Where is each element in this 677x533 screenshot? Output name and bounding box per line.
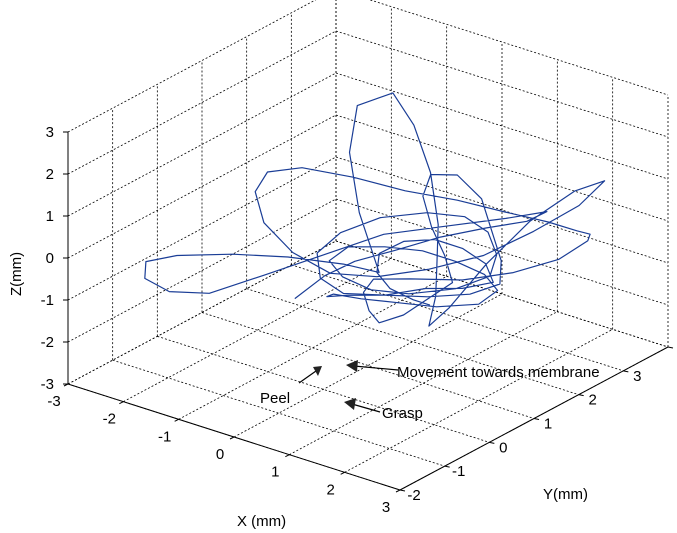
annotation-arrow-peel — [298, 370, 317, 384]
z-tick-labels: -3 -2 -1 0 1 2 3 — [41, 124, 54, 393]
annotation-movement: Movement towards membrane — [397, 364, 600, 381]
grid-line — [67, 72, 337, 217]
y-tick-label: 2 — [588, 392, 596, 409]
y-tick-label: -1 — [452, 463, 465, 480]
x-tick-mark — [229, 436, 235, 440]
axes-frame — [63, 131, 674, 493]
y-tick-label: 3 — [633, 368, 641, 385]
x-tick-mark — [174, 418, 179, 422]
y-tick-label: 1 — [544, 416, 552, 433]
annotation-arrow-movement — [353, 365, 399, 371]
z-tick-label: -1 — [41, 292, 54, 309]
y-tick-label: -2 — [407, 487, 420, 504]
x-axis-label: X (mm) — [237, 513, 286, 530]
annotation-arrowhead-grasp — [344, 398, 356, 410]
grid-line — [344, 328, 613, 473]
annotation-arrowhead-peel — [313, 366, 322, 376]
z-tick-label: 0 — [46, 250, 54, 267]
annotation-arrowhead-movement — [346, 360, 358, 372]
grid-line — [67, 114, 337, 259]
z-tick-label: 1 — [46, 208, 54, 225]
grid-line — [67, 30, 337, 175]
x-tick-mark — [340, 471, 345, 475]
grid-line — [233, 293, 503, 438]
z-tick-label: 3 — [46, 124, 54, 141]
x-tick-mark — [285, 454, 290, 458]
grid-line — [67, 156, 337, 301]
y-tick-labels: -2-101234 — [407, 368, 641, 504]
grid-line — [123, 258, 392, 403]
y-axis-label: Y(mm) — [543, 486, 588, 503]
grid-line — [67, 0, 317, 133]
y-tick-mark — [578, 394, 584, 397]
trajectory-line — [144, 92, 606, 327]
annotations: Movement towards membrane Peel Grasp — [260, 360, 600, 422]
y-tick-mark — [399, 489, 406, 492]
x-tick-mark — [395, 489, 401, 493]
z-tick-label: -2 — [41, 334, 54, 351]
grid-line — [67, 240, 337, 385]
z-tick-label: -3 — [41, 376, 54, 393]
y-tick-mark — [444, 465, 450, 468]
y-tick-mark — [533, 418, 540, 420]
z-tick-label: 2 — [46, 166, 54, 183]
x-tick-label: -3 — [47, 393, 60, 410]
series-layer — [144, 92, 606, 327]
y-tick-mark — [489, 441, 495, 444]
y-tick-mark — [667, 346, 674, 349]
y-tick-label: 0 — [499, 439, 507, 456]
x-tick-label: 1 — [271, 464, 279, 481]
x-tick-labels: -3 -2 -1 0 1 2 3 — [47, 393, 390, 516]
annotation-arrow-grasp — [351, 403, 381, 413]
x-tick-label: -2 — [103, 411, 116, 428]
z-axis-label: Z(mm) — [8, 252, 25, 296]
gridlines — [67, 0, 669, 491]
annotation-grasp: Grasp — [382, 405, 423, 422]
x-tick-mark — [119, 401, 124, 405]
x-tick-label: 2 — [326, 481, 334, 498]
annotation-peel: Peel — [260, 390, 290, 407]
x-tick-label: 0 — [216, 446, 224, 463]
grid-line — [67, 198, 337, 343]
x-tick-label: -1 — [158, 428, 171, 445]
y-tick-mark — [623, 370, 629, 373]
x-tick-label: 3 — [382, 499, 390, 516]
